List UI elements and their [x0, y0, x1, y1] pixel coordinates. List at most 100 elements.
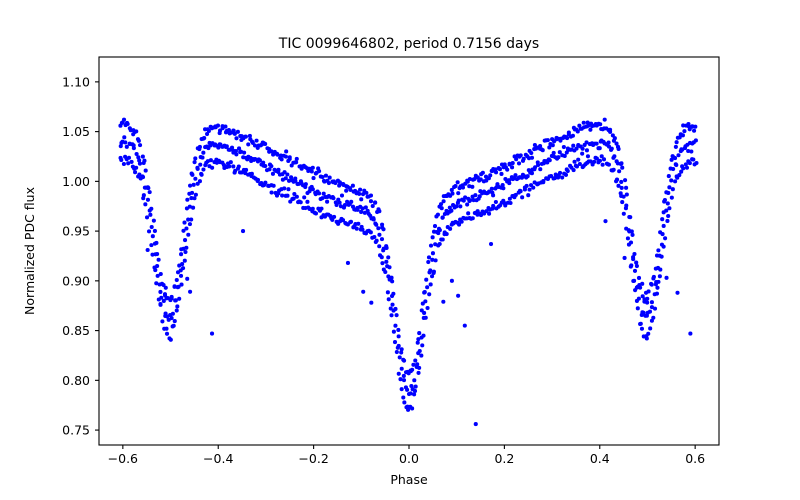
data-point	[371, 217, 376, 222]
data-point	[181, 266, 186, 271]
data-point	[516, 161, 522, 166]
data-point	[298, 200, 303, 205]
data-point	[456, 191, 461, 196]
data-point	[493, 199, 498, 205]
data-point	[606, 140, 611, 145]
data-point	[145, 197, 151, 202]
data-point	[497, 167, 502, 172]
data-point	[158, 302, 163, 307]
data-point	[538, 143, 543, 149]
data-point	[358, 187, 363, 192]
data-point	[412, 378, 417, 383]
data-point	[379, 237, 385, 242]
data-point	[151, 218, 156, 223]
x-axis-title: Phase	[390, 472, 428, 487]
data-point	[475, 175, 480, 180]
data-point	[634, 298, 639, 304]
data-point	[667, 185, 672, 190]
data-point	[269, 190, 274, 195]
data-point	[283, 154, 288, 159]
data-point	[513, 192, 518, 197]
data-point	[536, 162, 541, 168]
data-point	[381, 227, 386, 232]
data-point	[633, 288, 638, 293]
data-point	[521, 156, 526, 161]
data-point	[664, 208, 669, 213]
data-point	[447, 205, 452, 210]
data-point	[186, 232, 191, 237]
data-point	[309, 169, 314, 174]
data-point	[292, 192, 297, 197]
data-point	[487, 189, 492, 194]
data-point	[311, 176, 316, 181]
data-point	[161, 298, 166, 304]
data-point	[659, 254, 664, 259]
data-point	[399, 366, 404, 371]
data-point	[386, 255, 391, 260]
data-point	[413, 358, 418, 363]
data-point	[478, 213, 484, 218]
data-point-outlier	[145, 247, 150, 253]
data-point	[574, 164, 579, 169]
data-point	[430, 251, 436, 256]
data-point	[425, 305, 430, 311]
data-point	[660, 232, 665, 237]
data-point	[377, 244, 382, 249]
data-point	[193, 176, 198, 181]
data-point-outlier	[675, 290, 680, 295]
data-point	[348, 219, 354, 224]
data-point	[513, 173, 518, 178]
data-point	[624, 226, 629, 231]
data-point	[138, 176, 143, 181]
data-point	[140, 154, 145, 159]
data-point	[337, 200, 342, 205]
data-point	[601, 157, 607, 162]
data-point	[629, 263, 634, 268]
data-point	[164, 326, 169, 331]
data-point	[282, 186, 287, 191]
data-point	[649, 300, 654, 305]
data-point	[508, 200, 513, 206]
data-point	[465, 202, 470, 207]
data-point	[186, 217, 191, 222]
data-point	[360, 227, 365, 232]
data-point	[231, 164, 236, 169]
data-point	[360, 206, 365, 211]
data-point	[291, 196, 296, 201]
data-point	[170, 311, 175, 316]
data-point	[118, 144, 123, 149]
data-point	[561, 144, 566, 150]
data-point	[188, 183, 193, 188]
data-point	[121, 117, 127, 122]
data-point	[662, 197, 667, 203]
data-point	[499, 171, 504, 177]
data-point	[620, 200, 625, 205]
data-point	[332, 214, 337, 219]
data-point	[640, 294, 645, 299]
data-point-outlier	[456, 293, 461, 298]
data-point	[121, 161, 126, 167]
data-point	[206, 128, 211, 133]
data-point	[545, 138, 550, 143]
chart-title: TIC 0099646802, period 0.7156 days	[278, 36, 539, 52]
data-point	[376, 226, 381, 231]
data-point	[216, 145, 221, 150]
x-axis-ticks: −0.6 −0.4 −0.2 0.0 0.2 0.4 0.6	[108, 445, 705, 466]
data-point	[624, 192, 629, 197]
data-point	[287, 155, 292, 160]
data-point	[540, 148, 545, 153]
data-point	[514, 157, 519, 162]
data-point	[594, 141, 599, 146]
data-point	[143, 202, 148, 207]
x-tick-label: 0.6	[685, 451, 705, 466]
data-point	[195, 166, 200, 171]
data-point-outlier	[640, 281, 645, 286]
data-point	[370, 203, 375, 209]
data-point-outlier	[240, 229, 246, 234]
data-point	[193, 156, 198, 161]
data-point	[197, 179, 202, 184]
data-point	[440, 215, 445, 220]
data-point	[176, 284, 181, 289]
data-point	[440, 237, 445, 242]
data-point	[160, 319, 165, 324]
